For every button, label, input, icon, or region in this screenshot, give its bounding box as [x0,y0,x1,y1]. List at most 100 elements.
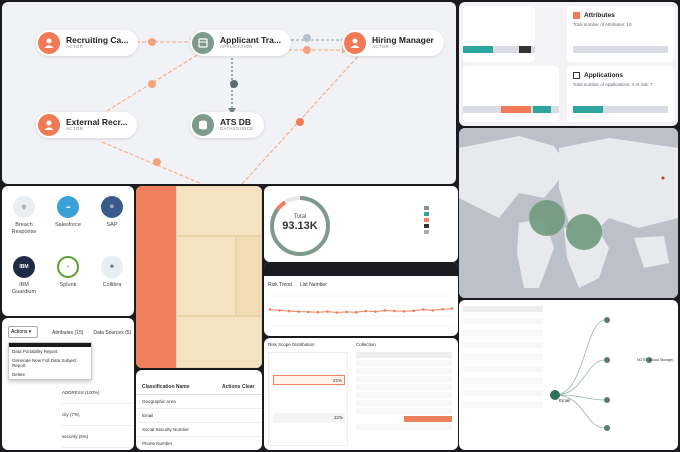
attributes-icon [573,12,580,19]
lineage-node[interactable] [604,317,610,323]
lineage-node[interactable] [604,425,610,431]
risk-percent: 22% [332,378,342,383]
donut-center: Total 93.13K [272,214,328,232]
data-point[interactable] [412,309,415,312]
applications-title: Applications [584,72,624,79]
data-point[interactable] [354,310,358,314]
list-item[interactable]: security (5%) [62,426,132,448]
node-applicant-tracking[interactable]: Applicant Tra... APPLICATION [190,30,291,56]
node-ats-db[interactable]: ATS DB DATASOURCE [190,112,264,138]
table-header: Classification Name Actions Clear [136,370,262,395]
data-point[interactable] [326,310,329,313]
map-cluster-asia[interactable] [566,214,602,250]
data-point[interactable] [393,309,396,313]
data-point[interactable] [287,309,291,313]
risk-scope-bar[interactable]: 22% [273,413,345,423]
attributes-title: Attributes [584,12,615,19]
risk-scope-bar[interactable]: 22% [273,375,345,385]
data-point[interactable] [402,310,406,313]
lineage-table [463,306,543,446]
node-name: Applicant Tra... [220,35,281,46]
integration-salesforce[interactable]: ☁ Salesforce [48,196,88,229]
data-subject-panel: Actions ▾ Attributes (15) Data Sources (… [2,318,134,450]
column-classification-name[interactable]: Classification Name [142,384,190,390]
actions-dropdown[interactable]: Actions ▾ [8,326,38,338]
data-point[interactable] [345,310,348,314]
salesforce-icon: ☁ [57,196,79,218]
treemap-block[interactable] [176,186,262,236]
attributes-subtitle: Total number of Attributes: 10 [573,22,632,27]
attributes-applications-panel: Attributes Total number of Attributes: 1… [459,2,678,126]
data-point[interactable] [431,309,435,312]
menu-item-full-report[interactable]: Generate New Full Data Subject Report [12,358,77,368]
node-name: Hiring Manager [372,35,434,46]
splunk-icon: › [57,256,79,278]
tab-list-number[interactable]: List Number [299,282,327,288]
data-point[interactable] [383,309,387,312]
attributes-card[interactable]: Attributes Total number of Attributes: 1… [567,6,674,62]
collection-title: Collection [356,342,376,347]
list-item[interactable]: ADDRESS (100%) [62,382,132,404]
attributes-list: ADDRESS (100%) city (7%) security (5%) C… [62,382,132,450]
lineage-node[interactable] [604,357,610,363]
node-external-recruiter[interactable]: External Recr... ACTOR [36,112,138,138]
column-data-sources[interactable]: Data Sources (5) [93,330,132,336]
lineage-root-node[interactable] [550,390,560,400]
lineage-node[interactable] [646,357,652,363]
integration-ibm-guardium[interactable]: IBM IBM Guardium [4,256,44,295]
node-hiring-manager[interactable]: Hiring Manager ACTOR [342,30,444,56]
world-map[interactable] [459,128,678,298]
column-header: Attributes (15) Data Sources (5) [52,330,131,336]
lineage-panel: Email NOTE: (Cloud Storage) [459,300,678,450]
integration-label: Collibra [102,282,122,288]
lineage-node[interactable] [604,397,610,403]
map-cluster-europe[interactable] [529,200,565,236]
menu-item-portability[interactable]: Data Portability Report [12,349,58,354]
data-point[interactable] [335,311,339,314]
collection-table [356,352,452,446]
menu-item-delete[interactable]: Delete [12,372,26,377]
donut-chart [270,196,330,256]
series-line [269,308,453,314]
column-clear: Clear [242,384,255,390]
donut-panel: Total 93.13K [264,186,458,262]
donut-label: Total [293,214,307,220]
lineage-center-label: Email [559,398,571,403]
table-row[interactable]: Social Security Number [136,423,262,437]
integration-breach-response[interactable]: ◎ Breach Response [4,196,44,235]
data-point[interactable] [268,308,272,311]
applications-card[interactable]: Applications Total number of Application… [567,66,674,122]
treemap-block[interactable] [176,236,236,316]
node-recruiting[interactable]: Recruiting Ca... ACTOR [36,30,139,56]
treemap-block[interactable] [176,316,262,368]
integration-collibra[interactable]: ✻ Collibra [92,256,132,289]
treemap-block-primary[interactable] [136,186,176,368]
node-type: DATASOURCE [220,126,254,132]
data-point[interactable] [316,310,320,314]
data-point[interactable] [364,309,368,313]
list-item[interactable]: city (7%) [62,404,132,426]
node-name: Recruiting Ca... [66,35,129,46]
risk-scope-title: Risk Scope Distribution [268,342,315,347]
table-row[interactable]: Email [136,409,262,423]
integration-splunk[interactable]: › Splunk [48,256,88,289]
list-item[interactable]: COUNTRY (30%) [62,448,132,450]
node-type: APPLICATION [220,44,253,50]
database-icon [192,114,214,136]
integration-sap[interactable]: ⚙ SAP [92,196,132,229]
tab-risk-trend[interactable]: Risk Trend [268,282,292,288]
column-attributes[interactable]: Attributes (15) [52,330,84,336]
data-point[interactable] [278,309,281,312]
integration-label: Salesforce [55,222,81,228]
data-point[interactable] [421,308,425,311]
data-point[interactable] [441,307,444,311]
data-point[interactable] [450,307,454,310]
treemap-block[interactable] [236,236,262,316]
donut-legend [424,206,429,234]
table-row[interactable]: Geographic Area [136,395,262,409]
chart-tabs: Risk Trend List Number [268,282,327,288]
table-row[interactable]: Phone Number [142,441,173,446]
data-point[interactable] [374,310,377,313]
data-point[interactable] [307,310,310,314]
data-point[interactable] [297,310,301,313]
